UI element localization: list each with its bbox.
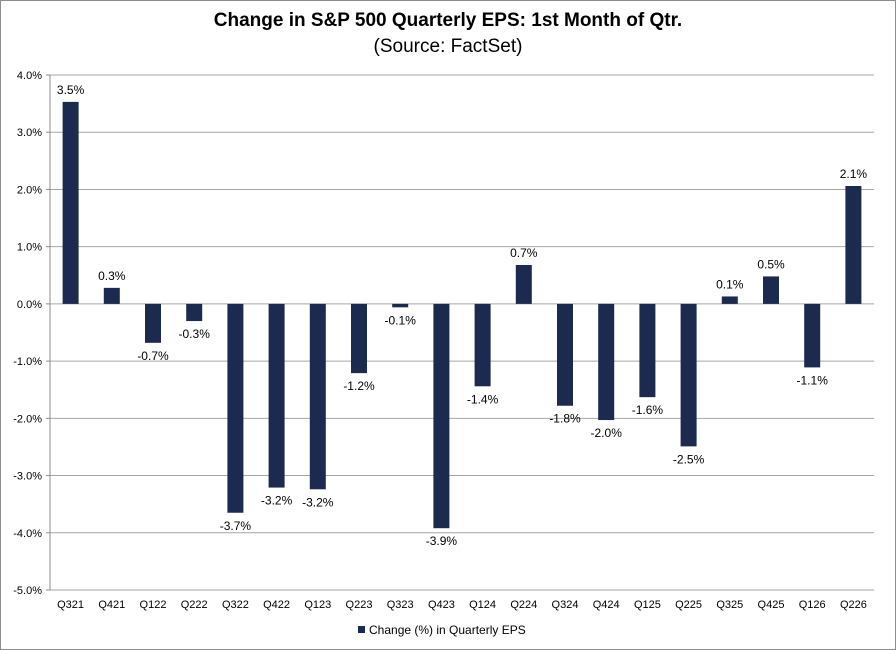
data-label: -0.3% xyxy=(179,327,211,341)
bar xyxy=(721,296,738,304)
bar xyxy=(392,303,409,308)
data-label: -3.9% xyxy=(426,534,458,548)
data-label: 3.5% xyxy=(57,83,85,97)
bar xyxy=(639,303,656,398)
x-tick-label: Q323 xyxy=(387,599,414,611)
data-label: -1.2% xyxy=(343,379,375,393)
x-tick-label: Q125 xyxy=(634,599,661,611)
bar xyxy=(351,303,367,374)
x-tick-label: Q123 xyxy=(304,599,331,611)
data-label: 0.7% xyxy=(510,246,538,260)
x-tick-label: Q325 xyxy=(716,599,743,611)
bar xyxy=(804,303,821,368)
y-tick-label: 2.0% xyxy=(17,184,42,196)
legend: Change (%) in Quarterly EPS xyxy=(358,623,526,637)
bar xyxy=(557,303,573,406)
bar xyxy=(845,186,862,304)
bar xyxy=(680,303,697,447)
x-tick-label: Q224 xyxy=(510,599,537,611)
bar xyxy=(763,276,779,304)
data-label: -1.4% xyxy=(467,392,499,406)
y-tick-label: -5.0% xyxy=(13,585,42,597)
x-axis-ticks: Q321 Q421 Q122 Q222 Q322 Q422 Q123 Q223 Q323 Q423… xyxy=(57,599,867,611)
x-tick-label: Q424 xyxy=(593,599,620,611)
y-tick-label: 3.0% xyxy=(17,127,42,139)
data-labels: 3.5% 0.3% -0.7% -0.3% -3.7% -3.2% -3.2% -1.2% -0… xyxy=(57,83,867,548)
x-tick-label: Q226 xyxy=(840,599,867,611)
x-tick-label: Q422 xyxy=(263,599,290,611)
bar xyxy=(309,303,326,490)
bar xyxy=(186,303,203,322)
bar xyxy=(227,303,244,513)
x-tick-label: Q322 xyxy=(222,599,249,611)
bar xyxy=(62,101,79,304)
bars xyxy=(62,101,862,529)
data-label: 2.1% xyxy=(840,167,868,181)
y-tick-label: -3.0% xyxy=(13,471,42,483)
data-label: 0.1% xyxy=(716,277,744,291)
data-label: -2.0% xyxy=(591,426,623,440)
x-tick-label: Q222 xyxy=(181,599,208,611)
data-label: -0.7% xyxy=(137,349,169,363)
legend-label: Change (%) in Quarterly EPS xyxy=(369,623,526,637)
data-label: 0.5% xyxy=(757,257,785,271)
y-tick-label: -1.0% xyxy=(13,356,42,368)
chart-title: Change in S&P 500 Quarterly EPS: 1st Mon… xyxy=(213,10,683,31)
x-tick-label: Q421 xyxy=(98,599,125,611)
x-tick-label: Q425 xyxy=(758,599,785,611)
x-tick-label: Q126 xyxy=(799,599,826,611)
bar xyxy=(145,303,161,343)
bar xyxy=(433,303,450,529)
data-label: -2.5% xyxy=(673,452,705,466)
y-axis-ticks: 4.0% 3.0% 2.0% 1.0% 0.0% -1.0% -2.0% -3.0% -4.0%… xyxy=(13,70,51,597)
bar xyxy=(268,303,285,488)
bar xyxy=(103,287,120,304)
x-tick-label: Q225 xyxy=(675,599,702,611)
x-tick-label: Q122 xyxy=(140,599,167,611)
bar xyxy=(474,303,491,387)
legend-swatch xyxy=(358,626,365,633)
y-tick-label: 4.0% xyxy=(17,70,42,82)
x-tick-label: Q324 xyxy=(552,599,579,611)
y-tick-label: -4.0% xyxy=(13,528,42,540)
y-tick-label: -2.0% xyxy=(13,413,42,425)
chart-subtitle: (Source: FactSet) xyxy=(373,36,523,57)
data-label: -1.6% xyxy=(632,403,664,417)
x-tick-label: Q124 xyxy=(469,599,496,611)
data-label: -1.1% xyxy=(797,373,829,387)
bar xyxy=(598,303,615,421)
data-label: -3.2% xyxy=(261,494,293,508)
data-label: -3.7% xyxy=(220,519,252,533)
bar xyxy=(515,264,532,304)
x-tick-label: Q423 xyxy=(428,599,455,611)
data-label: 0.3% xyxy=(98,269,126,283)
data-label: -3.2% xyxy=(302,495,334,509)
data-label: -0.1% xyxy=(385,313,417,327)
data-label: -1.8% xyxy=(549,412,581,426)
y-tick-label: 0.0% xyxy=(17,299,42,311)
y-tick-label: 1.0% xyxy=(17,242,42,254)
x-tick-label: Q321 xyxy=(57,599,84,611)
gridlines xyxy=(50,74,874,591)
x-tick-label: Q223 xyxy=(346,599,373,611)
